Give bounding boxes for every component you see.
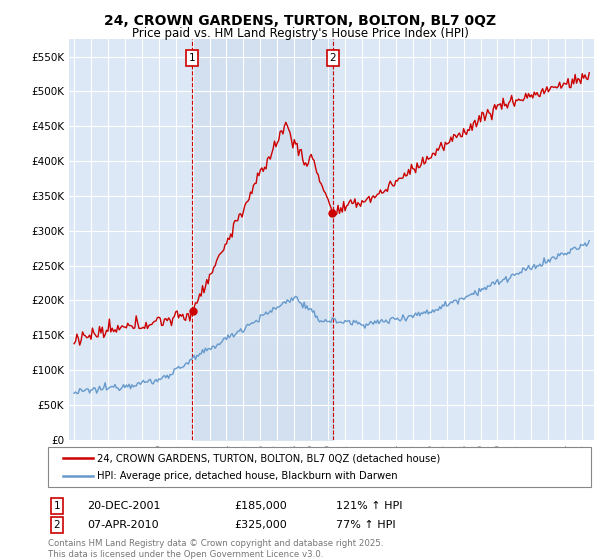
Text: 77% ↑ HPI: 77% ↑ HPI bbox=[336, 520, 395, 530]
Text: 24, CROWN GARDENS, TURTON, BOLTON, BL7 0QZ (detached house): 24, CROWN GARDENS, TURTON, BOLTON, BL7 0… bbox=[97, 453, 440, 463]
Text: 07-APR-2010: 07-APR-2010 bbox=[87, 520, 158, 530]
Text: 1: 1 bbox=[189, 53, 196, 63]
Text: 24, CROWN GARDENS, TURTON, BOLTON, BL7 0QZ: 24, CROWN GARDENS, TURTON, BOLTON, BL7 0… bbox=[104, 14, 496, 28]
Text: 2: 2 bbox=[329, 53, 336, 63]
Text: 1: 1 bbox=[53, 501, 61, 511]
Text: 121% ↑ HPI: 121% ↑ HPI bbox=[336, 501, 403, 511]
Text: 20-DEC-2001: 20-DEC-2001 bbox=[87, 501, 161, 511]
Text: HPI: Average price, detached house, Blackburn with Darwen: HPI: Average price, detached house, Blac… bbox=[97, 471, 398, 481]
Text: £325,000: £325,000 bbox=[234, 520, 287, 530]
Text: £185,000: £185,000 bbox=[234, 501, 287, 511]
Text: 2: 2 bbox=[53, 520, 61, 530]
Text: Contains HM Land Registry data © Crown copyright and database right 2025.
This d: Contains HM Land Registry data © Crown c… bbox=[48, 539, 383, 559]
Text: Price paid vs. HM Land Registry's House Price Index (HPI): Price paid vs. HM Land Registry's House … bbox=[131, 27, 469, 40]
